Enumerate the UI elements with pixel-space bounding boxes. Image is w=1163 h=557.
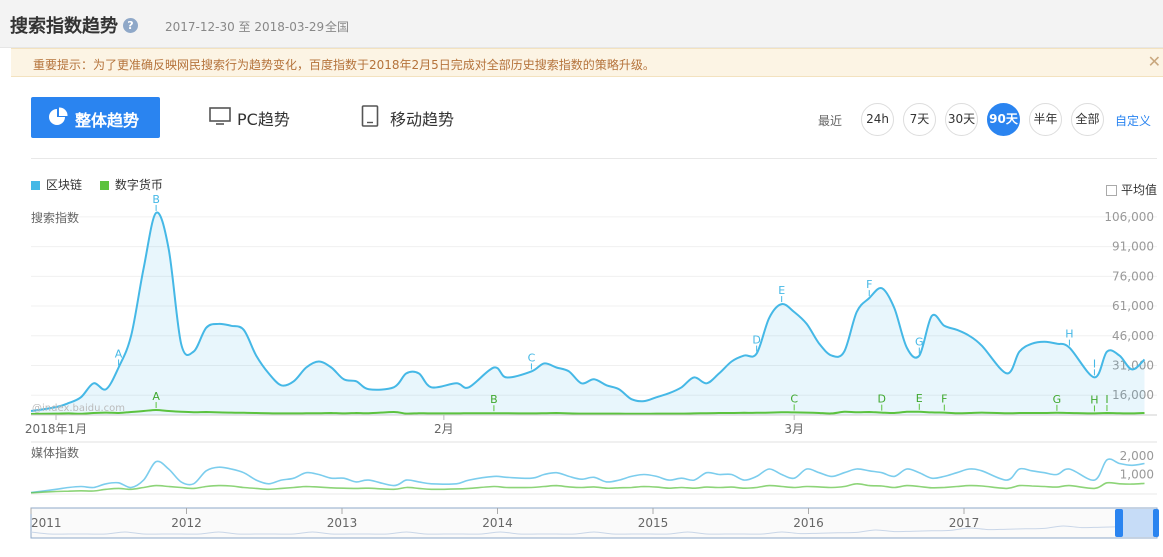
question-circle-icon[interactable]: ? — [123, 18, 138, 33]
timeline-handle-right[interactable] — [1153, 509, 1159, 537]
timeline-overview-line — [30, 523, 1158, 535]
annotation-marker[interactable]: A — [115, 347, 123, 360]
date-range: 2017-12-30 至 2018-03-29 — [165, 20, 325, 34]
search-ylabel: 搜索指数 — [31, 210, 79, 225]
media-line-blockchain — [30, 458, 1145, 494]
timeline-year-label: 2017 — [949, 516, 980, 530]
header-bar: 搜索指数趋势 ? 2017-12-30 至 2018-03-29 全国 — [0, 0, 1163, 48]
timeline-handle-left[interactable] — [1115, 509, 1123, 537]
annotation-marker[interactable]: H — [1065, 328, 1073, 341]
legend-item-blockchain[interactable]: 区块链 — [31, 176, 82, 193]
legend-swatch-blockchain — [31, 181, 40, 190]
annotation-marker[interactable]: F — [866, 278, 872, 291]
legend-label-blockchain: 区块链 — [46, 178, 83, 192]
annotation-marker[interactable]: C — [790, 392, 798, 405]
search-line-blockchain — [30, 211, 1146, 412]
annotation-marker[interactable]: D — [752, 334, 760, 347]
annotation-marker[interactable]: B — [490, 393, 498, 406]
media-line-currency — [30, 481, 1145, 494]
annotation-marker[interactable]: B — [152, 193, 160, 206]
search-xtick-label: 3月 — [784, 422, 804, 436]
annotation-marker[interactable]: E — [916, 392, 923, 405]
tablet-icon — [361, 105, 379, 127]
range-all-button[interactable]: 全部 — [1071, 103, 1104, 136]
timeline-years: 2011 2012 2013 2014 2015 2016 2017 — [30, 508, 1158, 535]
tab-overall-label: 整体趋势 — [75, 111, 140, 130]
timeline-year-label: 2012 — [171, 516, 202, 530]
search-grid — [31, 216, 1157, 396]
timeline-slider[interactable] — [30, 507, 1158, 539]
annotation-marker[interactable]: A — [152, 390, 160, 403]
annotation-marker[interactable]: G — [1053, 393, 1062, 406]
search-series — [30, 211, 1146, 415]
page-title: 搜索指数趋势 — [10, 16, 118, 37]
tab-pc-label: PC趋势 — [237, 110, 290, 129]
custom-range-link[interactable]: 自定义 — [1115, 114, 1152, 128]
notice-text: 重要提示：为了更准确反映网民搜索行为趋势变化，百度指数于2018年2月5日完成对… — [33, 58, 655, 72]
search-xticks: 2018年1月 2月 3月 — [25, 415, 804, 436]
search-area-blockchain — [31, 212, 1145, 415]
search-ytick-label: 46,000 — [1112, 329, 1154, 343]
legend-item-currency[interactable]: 数字货币 — [99, 176, 163, 193]
range-90d-button[interactable]: 90天 — [987, 103, 1020, 136]
annotation-marker[interactable]: C — [528, 351, 536, 364]
notice-banner: 重要提示：为了更准确反映网民搜索行为趋势变化，百度指数于2018年2月5日完成对… — [11, 48, 1163, 77]
annotation-marker[interactable]: E — [778, 284, 785, 297]
tab-mobile-label: 移动趋势 — [390, 110, 455, 129]
search-ytick-label: 61,000 — [1112, 299, 1154, 313]
media-ytick-label: 1,000 — [1120, 468, 1154, 482]
watermark: @index.baidu.com — [32, 403, 125, 414]
search-ytick-label: 76,000 — [1112, 269, 1154, 283]
media-yticks: 2,000 1,000 — [1120, 449, 1154, 481]
divider — [31, 158, 1157, 159]
close-icon[interactable]: ✕ — [1147, 52, 1161, 71]
legend-label-currency: 数字货币 — [114, 178, 163, 192]
timeline-window-fill[interactable] — [1121, 509, 1155, 537]
average-toggle[interactable]: 平均值 — [1106, 181, 1157, 198]
annotation-marker[interactable]: D — [878, 393, 886, 406]
media-ylabel: 媒体指数 — [31, 445, 79, 460]
timeline-year-label: 2014 — [482, 516, 513, 530]
annotation-marker[interactable]: I — [1093, 357, 1096, 370]
chart-legend: 区块链 数字货币 — [31, 176, 177, 193]
annotation-marker[interactable]: F — [941, 393, 947, 406]
annotation-marker[interactable]: I — [1105, 393, 1108, 406]
annotation-marker[interactable]: G — [915, 336, 924, 349]
range-7d-button[interactable]: 7天 — [903, 103, 936, 136]
timeline-year-label: 2013 — [327, 516, 358, 530]
search-ytick-label: 31,000 — [1112, 358, 1154, 372]
media-ytick-label: 2,000 — [1120, 449, 1154, 463]
search-xtick-label: 2月 — [434, 422, 454, 436]
search-ytick-label: 91,000 — [1112, 240, 1154, 254]
tab-overall-trend[interactable]: 整体趋势 — [31, 97, 160, 138]
timeline-year-label: 2016 — [793, 516, 824, 530]
search-xtick-label: 2018年1月 — [25, 422, 87, 436]
timeline-year-label: 2011 — [31, 516, 62, 530]
pie-chart-icon — [49, 107, 68, 125]
average-label: 平均值 — [1121, 183, 1158, 197]
region-label: 全国 — [325, 20, 350, 34]
timeline-year-label: 2015 — [638, 516, 669, 530]
recent-label: 最近 — [818, 114, 843, 128]
monitor-icon — [209, 107, 231, 125]
range-half-year-button[interactable]: 半年 — [1029, 103, 1062, 136]
media-series — [30, 458, 1145, 494]
search-line-currency — [30, 408, 1145, 415]
average-checkbox[interactable] — [1106, 185, 1117, 196]
range-24h-button[interactable]: 24h — [861, 103, 894, 136]
range-30d-button[interactable]: 30天 — [945, 103, 978, 136]
timeline-window[interactable] — [1115, 509, 1159, 537]
search-ytick-label: 106,000 — [1104, 210, 1154, 224]
legend-swatch-currency — [99, 181, 109, 190]
search-yticks: 106,000 91,000 76,000 61,000 46,000 31,000 16,… — [1104, 210, 1154, 402]
search-ytick-label: 16,000 — [1112, 388, 1154, 402]
annotation-marker[interactable]: H — [1090, 393, 1098, 406]
